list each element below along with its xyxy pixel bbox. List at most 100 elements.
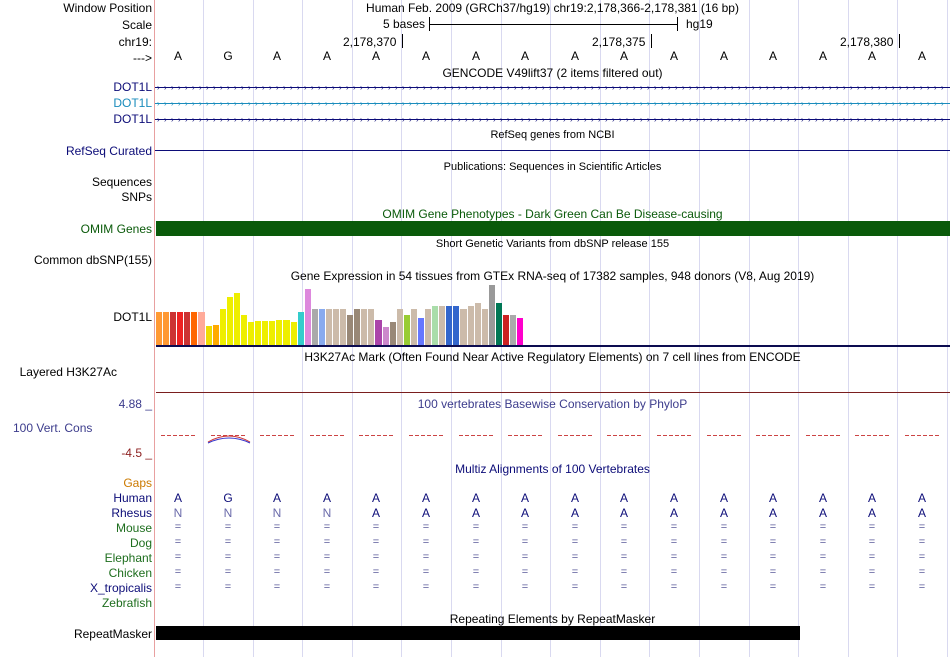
multiz-species-label[interactable]: X_tropicalis [89, 581, 152, 595]
base-letter[interactable]: A [818, 49, 827, 63]
gtex-tissue-bar[interactable] [404, 315, 410, 345]
gencode-gene-label[interactable]: DOT1L [113, 80, 152, 94]
gtex-tissue-bar[interactable] [241, 315, 247, 345]
multiz-species-label[interactable]: Chicken [108, 566, 152, 580]
gtex-tissue-bar[interactable] [347, 315, 353, 345]
gtex-bar-chart[interactable] [156, 284, 950, 346]
gtex-tissue-bar[interactable] [177, 312, 183, 345]
base-letter[interactable]: A [421, 49, 430, 63]
omim-label[interactable]: OMIM Genes [80, 222, 152, 236]
gtex-tissue-bar[interactable] [460, 309, 467, 345]
multiz-species-label[interactable]: Mouse [115, 521, 152, 535]
multiz-species-label[interactable]: Dog [129, 536, 152, 550]
cons-label[interactable]: 100 Vert. Cons [13, 421, 93, 435]
base-letter[interactable]: A [669, 49, 678, 63]
gtex-tissue-bar[interactable] [234, 293, 240, 345]
gtex-tissue-bar[interactable] [489, 285, 495, 345]
gtex-track-title[interactable]: Gene Expression in 54 tissues from GTEx … [290, 269, 815, 283]
gtex-tissue-bar[interactable] [184, 312, 190, 345]
gtex-tissue-bar[interactable] [213, 325, 219, 345]
base-letter[interactable]: A [570, 49, 579, 63]
gtex-tissue-bar[interactable] [340, 309, 346, 345]
publications-track-title[interactable]: Publications: Sequences in Scientific Ar… [443, 161, 662, 173]
gencode-gene-label[interactable]: DOT1L [113, 112, 152, 126]
gtex-tissue-bar[interactable] [255, 321, 261, 345]
base-letter[interactable]: A [768, 49, 777, 63]
base-letter[interactable]: G [223, 49, 233, 63]
base-letter[interactable]: A [471, 49, 480, 63]
repeatmasker-track-title[interactable]: Repeating Elements by RepeatMasker [449, 612, 656, 626]
dbsnp-track-title[interactable]: Short Genetic Variants from dbSNP releas… [435, 238, 670, 250]
base-letter[interactable]: A [619, 49, 628, 63]
gtex-tissue-bar[interactable] [262, 321, 268, 345]
gencode-gene-model[interactable]: › › › › › › › › › › › › › › › › › › › › › › › › › › › › › › › › › › › › › › › ›… [155, 99, 950, 108]
base-letter[interactable]: A [371, 49, 380, 63]
gtex-tissue-bar[interactable] [269, 321, 275, 345]
gtex-tissue-bar[interactable] [170, 312, 176, 345]
gencode-track-title[interactable]: GENCODE V49lift37 (2 items filtered out) [442, 66, 663, 80]
gtex-tissue-bar[interactable] [425, 309, 431, 345]
omim-track-title[interactable]: OMIM Gene Phenotypes - Dark Green Can Be… [382, 207, 723, 221]
gtex-tissue-bar[interactable] [390, 322, 396, 345]
base-letter[interactable]: A [322, 49, 331, 63]
publications-sequences-label[interactable]: Sequences [91, 175, 152, 189]
publications-snps-label[interactable]: SNPs [121, 190, 152, 204]
cons-track-title[interactable]: 100 vertebrates Basewise Conservation by… [417, 397, 688, 411]
base-letter[interactable]: A [272, 49, 281, 63]
gtex-tissue-bar[interactable] [383, 327, 389, 345]
gtex-tissue-bar[interactable] [446, 306, 452, 345]
gtex-tissue-bar[interactable] [468, 306, 474, 345]
gtex-tissue-bar[interactable] [475, 303, 481, 345]
omim-gene-bar[interactable] [156, 221, 950, 236]
repeatmasker-element-bar[interactable] [156, 626, 800, 640]
refseq-gene-line[interactable] [155, 150, 950, 151]
repeatmasker-label[interactable]: RepeatMasker [73, 627, 152, 641]
gtex-tissue-bar[interactable] [163, 312, 169, 345]
gtex-tissue-bar[interactable] [276, 320, 282, 345]
gtex-tissue-bar[interactable] [191, 312, 197, 345]
gtex-tissue-bar[interactable] [220, 309, 226, 345]
h3k27ac-track-title[interactable]: H3K27Ac Mark (Often Found Near Active Re… [304, 350, 801, 364]
base-letter[interactable]: A [520, 49, 529, 63]
gtex-tissue-bar[interactable] [482, 309, 488, 345]
gtex-tissue-bar[interactable] [496, 303, 502, 345]
gtex-tissue-bar[interactable] [375, 320, 382, 345]
gencode-gene-model[interactable]: › › › › › › › › › › › › › › › › › › › › › › › › › › › › › › › › › › › › › › › ›… [155, 115, 950, 124]
gtex-tissue-bar[interactable] [305, 289, 311, 345]
gtex-tissue-bar[interactable] [368, 309, 374, 345]
gtex-tissue-bar[interactable] [291, 322, 297, 345]
gtex-tissue-bar[interactable] [333, 309, 339, 345]
base-letter[interactable]: A [719, 49, 728, 63]
gtex-tissue-bar[interactable] [326, 309, 332, 345]
gtex-tissue-bar[interactable] [283, 320, 290, 345]
gtex-tissue-bar[interactable] [298, 312, 304, 345]
gtex-tissue-bar[interactable] [319, 309, 325, 345]
gtex-tissue-bar[interactable] [397, 309, 403, 345]
base-letter[interactable]: A [867, 49, 876, 63]
gtex-tissue-bar[interactable] [248, 322, 254, 345]
gtex-tissue-bar[interactable] [432, 306, 438, 345]
chr-label[interactable]: chr19: [118, 35, 152, 49]
dbsnp-label[interactable]: Common dbSNP(155) [33, 253, 152, 267]
gtex-tissue-bar[interactable] [156, 312, 162, 345]
multiz-species-label[interactable]: Rhesus [111, 506, 152, 520]
refseq-track-title[interactable]: RefSeq genes from NCBI [490, 129, 615, 141]
base-letter[interactable]: A [173, 49, 182, 63]
gtex-tissue-bar[interactable] [312, 309, 318, 345]
gtex-tissue-bar[interactable] [510, 315, 516, 345]
gtex-tissue-bar[interactable] [206, 326, 212, 345]
gtex-tissue-bar[interactable] [354, 309, 360, 345]
multiz-track-title[interactable]: Multiz Alignments of 100 Vertebrates [455, 462, 650, 476]
gtex-gene-label[interactable]: DOT1L [113, 310, 152, 324]
gencode-gene-model[interactable]: › › › › › › › › › › › › › › › › › › › › › › › › › › › › › › › › › › › › › › › ›… [155, 83, 950, 92]
gtex-tissue-bar[interactable] [411, 309, 417, 345]
gtex-tissue-bar[interactable] [227, 297, 233, 345]
multiz-species-label[interactable]: Elephant [104, 551, 152, 565]
gencode-gene-label[interactable]: DOT1L [113, 96, 152, 110]
multiz-species-label[interactable]: Zebrafish [101, 596, 152, 610]
refseq-label[interactable]: RefSeq Curated [65, 144, 152, 158]
base-letter[interactable]: A [917, 49, 926, 63]
gtex-tissue-bar[interactable] [439, 306, 445, 345]
gtex-tissue-bar[interactable] [453, 306, 459, 345]
scale-label[interactable]: Scale [121, 18, 152, 32]
